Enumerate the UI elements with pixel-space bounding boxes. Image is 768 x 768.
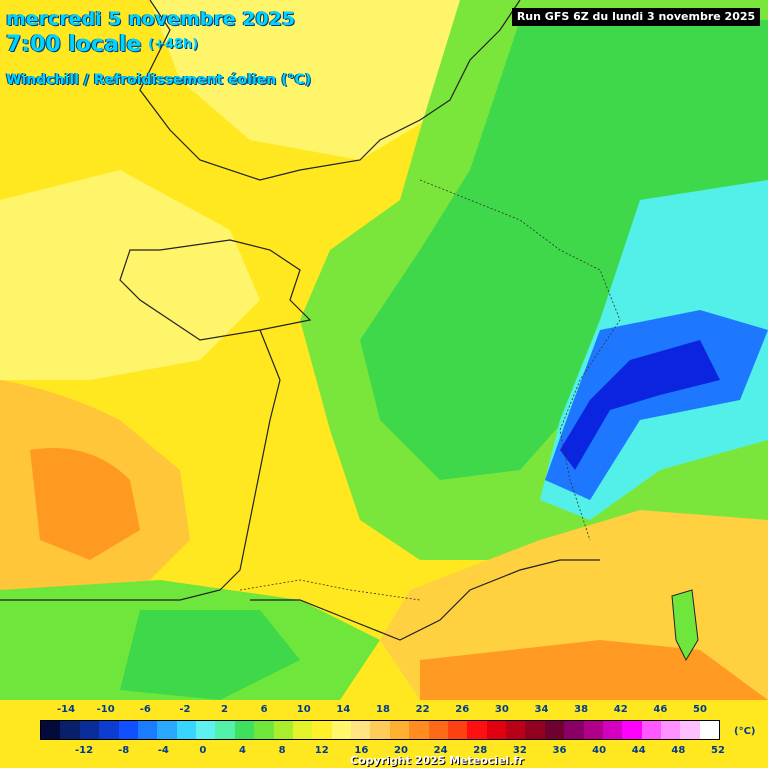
- legend-unit: (°C): [734, 726, 756, 737]
- legend-top-label: 42: [613, 704, 628, 715]
- legend-bottom-label: -8: [118, 745, 130, 756]
- legend-bottom-label: 12: [314, 745, 329, 756]
- variable-title: Windchill / Refroidissement éolien (°C): [6, 72, 312, 88]
- interior-deep-green: [360, 20, 768, 480]
- date-title: mercredi 5 novembre 2025: [6, 8, 296, 30]
- legend-swatch: [525, 721, 545, 739]
- legend-bottom-label: 48: [671, 745, 686, 756]
- legend-swatch: [622, 721, 642, 739]
- legend-swatch: [60, 721, 80, 739]
- legend-bottom-label: 32: [512, 745, 527, 756]
- legend-swatch: [137, 721, 158, 739]
- alps-cold-zone: [545, 310, 768, 500]
- copyright: Copyright 2025 Meteociel.fr: [350, 754, 524, 767]
- mediterranean-hot: [420, 640, 768, 700]
- legend-top-label: 38: [574, 704, 589, 715]
- legend-bottom-label: 36: [552, 745, 567, 756]
- legend-bottom-label: -12: [74, 745, 94, 756]
- legend-swatch: [564, 721, 584, 739]
- legend-swatch: [370, 721, 390, 739]
- legend-swatch: [292, 721, 313, 739]
- borders: [239, 179, 621, 601]
- coastlines: [0, 0, 600, 641]
- legend-swatch: [641, 721, 661, 739]
- west-light-zone: [0, 170, 260, 380]
- legend-top-label: 30: [494, 704, 509, 715]
- legend-swatch: [351, 721, 371, 739]
- forecast-offset: (+48h): [148, 37, 199, 52]
- legend-swatch: [254, 721, 274, 739]
- legend-top-label: 10: [296, 704, 311, 715]
- legend-top-label: 26: [455, 704, 470, 715]
- legend-swatch: [389, 721, 410, 739]
- legend-swatch: [41, 721, 61, 739]
- alps-cold-core: [560, 340, 720, 470]
- legend-bottom-label: 4: [239, 745, 246, 756]
- color-legend: [40, 720, 720, 740]
- legend-top-label: -14: [56, 704, 76, 715]
- legend-swatch: [602, 721, 623, 739]
- legend-bottom-label: 16: [354, 745, 369, 756]
- iberia-deep-green: [120, 610, 300, 700]
- legend-bottom-label: 20: [394, 745, 408, 756]
- legend-top-label: 46: [653, 704, 668, 715]
- corsica-zone: [671, 589, 699, 662]
- legend-top-label: 6: [260, 704, 268, 715]
- atlantic-hot-core: [30, 448, 140, 560]
- legend-top-label: -10: [96, 704, 115, 715]
- legend-swatch: [486, 721, 506, 739]
- legend-swatch: [176, 721, 196, 739]
- north-light-zone: [150, 0, 470, 160]
- legend-bottom-label: -4: [157, 745, 169, 756]
- legend-top-label: 22: [415, 704, 430, 715]
- legend-swatch: [544, 721, 565, 739]
- legend-swatch: [428, 721, 448, 739]
- legend-top-label: -2: [179, 704, 191, 715]
- legend-swatch: [467, 721, 487, 739]
- legend-swatch: [699, 721, 720, 739]
- run-banner: Run GFS 6Z du lundi 3 novembre 2025: [512, 8, 760, 26]
- legend-bottom-label: 0: [199, 745, 207, 756]
- legend-top-label: 14: [336, 704, 351, 715]
- legend-swatch: [661, 721, 681, 739]
- legend-top-label: -6: [139, 704, 151, 715]
- legend-swatch: [118, 721, 138, 739]
- legend-bottom-label: 8: [278, 745, 286, 756]
- legend-bottom-label: 52: [711, 745, 725, 756]
- legend-swatch: [312, 721, 332, 739]
- legend-swatch: [506, 721, 526, 739]
- legend-swatch: [680, 721, 700, 739]
- legend-swatch: [331, 721, 351, 739]
- legend-swatch: [99, 721, 119, 739]
- time-title: 7:00 locale: [6, 32, 142, 57]
- legend-top-label: 50: [693, 704, 707, 715]
- legend-top-label: 34: [534, 704, 549, 715]
- legend-top-label: 18: [376, 704, 390, 715]
- legend-bottom-label: 28: [473, 745, 488, 756]
- legend-top-label: 2: [221, 704, 228, 715]
- legend-swatch: [196, 721, 216, 739]
- legend-bottom-label: 44: [631, 745, 646, 756]
- legend-swatch: [157, 721, 177, 739]
- legend-bottom-label: 40: [592, 745, 607, 756]
- legend-swatch: [583, 721, 603, 739]
- legend-swatch: [79, 721, 100, 739]
- legend-swatch: [447, 721, 468, 739]
- legend-swatch: [409, 721, 429, 739]
- legend-swatch: [234, 721, 255, 739]
- legend-swatch: [273, 721, 293, 739]
- legend-bottom-label: 24: [433, 745, 448, 756]
- legend-swatch: [215, 721, 235, 739]
